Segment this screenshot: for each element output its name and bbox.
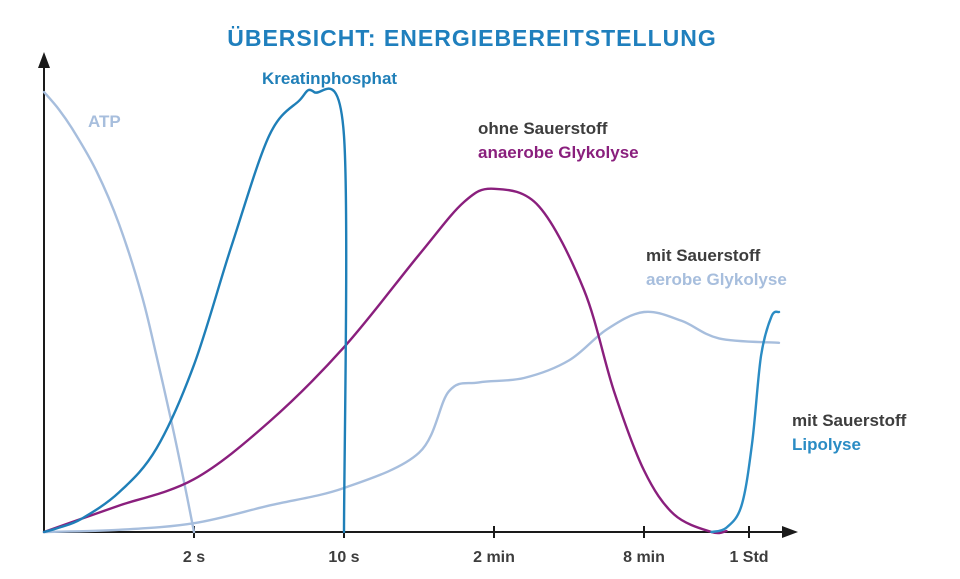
label-mit-sauerstoff-lipo: mit Sauerstoff (792, 411, 907, 430)
label-atp: ATP (88, 112, 121, 131)
series-lines (42, 87, 781, 535)
x-axis-arrow (782, 526, 798, 538)
x-tick-label: 2 s (183, 549, 205, 566)
label-ohne-sauerstoff: ohne Sauerstoff (478, 119, 608, 138)
label-kreatinphosphat: Kreatinphosphat (262, 69, 397, 88)
x-tick-label: 1 Std (729, 549, 768, 566)
chart-title: ÜBERSICHT: ENERGIEBEREITSTELLUNG (227, 25, 716, 51)
x-tick-label: 8 min (623, 549, 665, 566)
series-line-aerob (42, 310, 781, 534)
series-line-lipolyse (710, 310, 781, 534)
axes (38, 52, 798, 538)
y-axis-arrow (38, 52, 50, 68)
label-aerobe-glykolyse: aerobe Glykolyse (646, 270, 787, 289)
x-tick-label: 10 s (328, 549, 359, 566)
series-line-anaerob (42, 187, 728, 535)
label-lipolyse: Lipolyse (792, 435, 861, 454)
x-tick-label: 2 min (473, 549, 515, 566)
series-line-atp (42, 90, 196, 534)
label-mit-sauerstoff-aerob: mit Sauerstoff (646, 246, 761, 265)
series-line-kreatin (42, 87, 348, 534)
label-anaerobe-glykolyse: anaerobe Glykolyse (478, 143, 639, 162)
